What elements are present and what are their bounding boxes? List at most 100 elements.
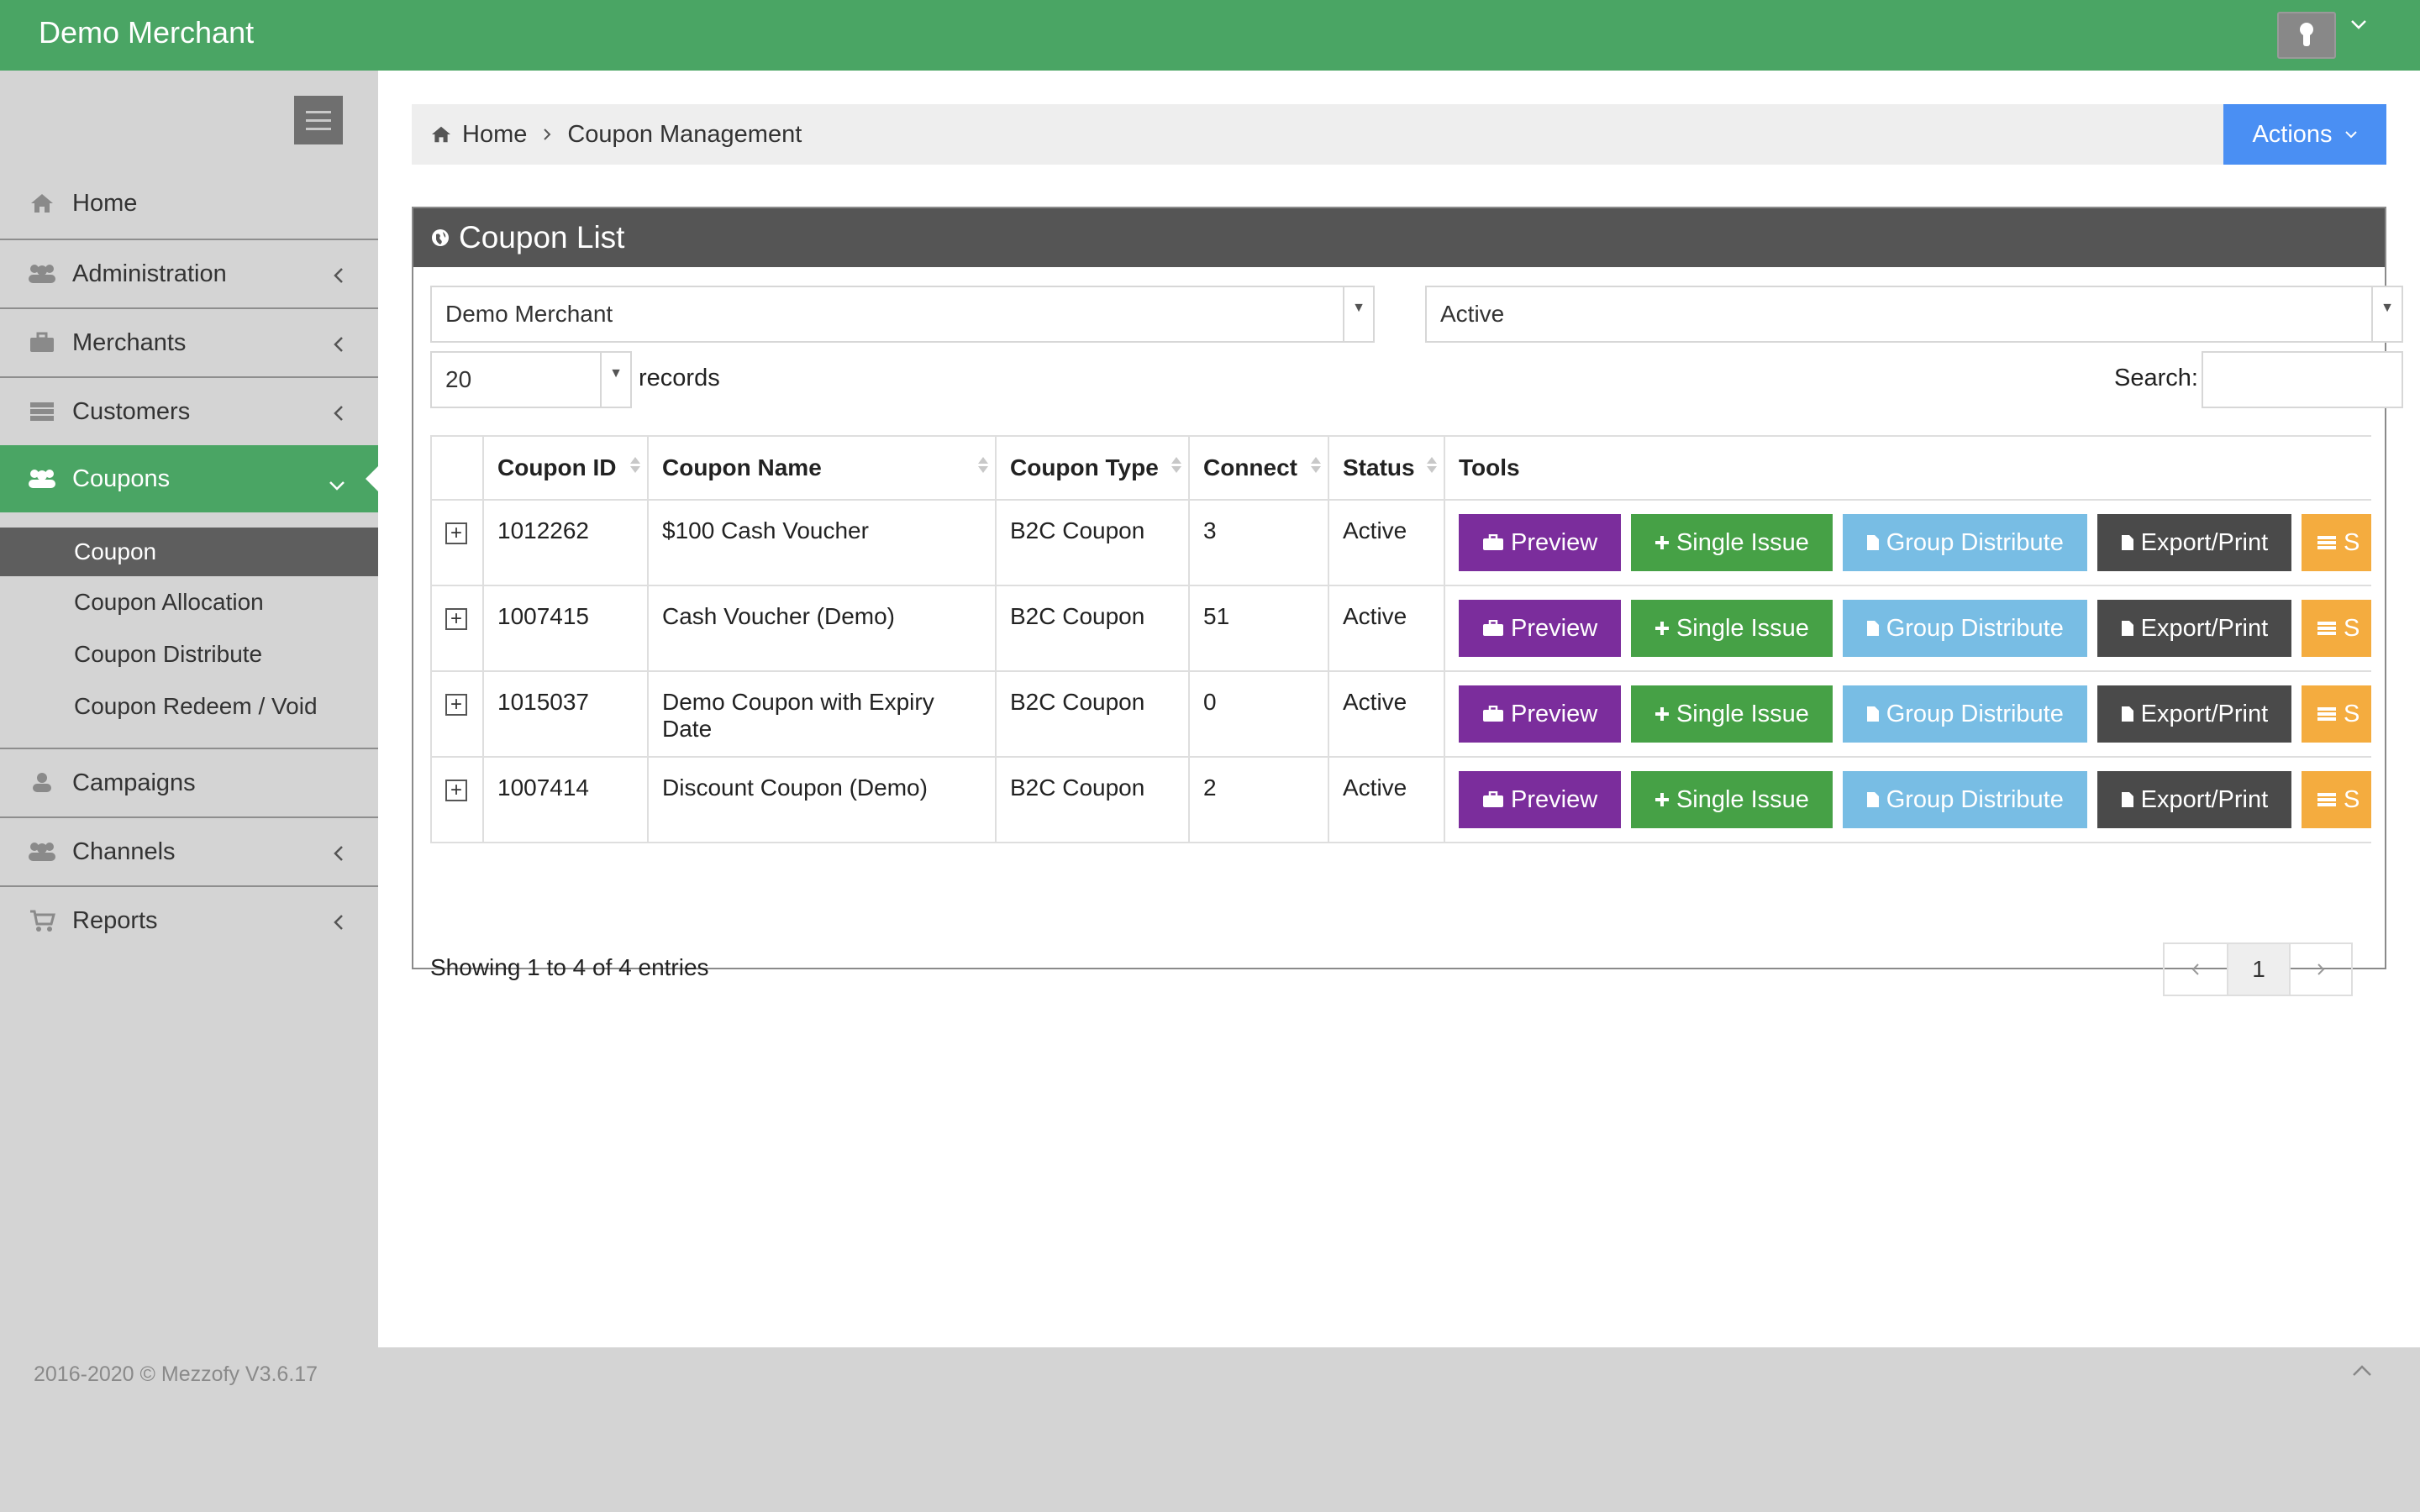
single-issue-button[interactable]: Single Issue: [1630, 771, 1833, 828]
export-print-button[interactable]: Export/Print: [2096, 771, 2292, 828]
merchant-select[interactable]: Demo Merchant ▼: [430, 286, 1375, 343]
sidebar-item-channels[interactable]: Channels: [0, 818, 378, 885]
export-print-button[interactable]: Export/Print: [2096, 600, 2292, 657]
chevron-left-icon: [333, 911, 345, 938]
plus-icon: [1655, 621, 1670, 636]
user-avatar-icon[interactable]: [2277, 12, 2336, 59]
globe-icon: [430, 228, 450, 248]
page-length-select[interactable]: 20 ▼: [430, 351, 632, 408]
sidebar-item-merchants[interactable]: Merchants: [0, 309, 378, 376]
briefcase-icon: [1482, 534, 1504, 551]
cell-coupon-type: B2C Coupon: [995, 585, 1190, 672]
divider: [0, 748, 378, 749]
cell-coupon-name: Cash Voucher (Demo): [647, 585, 997, 672]
sidebar-item-label: Coupons: [72, 465, 171, 492]
sidebar-item-label: Home: [72, 189, 138, 217]
pagination-page-button[interactable]: 1: [2227, 944, 2289, 995]
export-print-button[interactable]: Export/Print: [2096, 514, 2292, 571]
sidebar-subitem-coupon-distribute[interactable]: Coupon Distribute: [74, 641, 263, 667]
records-label: records: [639, 365, 720, 391]
home-icon: [27, 192, 57, 214]
sidebar-item-campaigns[interactable]: Campaigns: [0, 749, 378, 816]
more-tools-button[interactable]: S: [2301, 685, 2371, 743]
plus-icon: [1655, 535, 1670, 550]
file-icon: [1866, 791, 1880, 808]
column-header-status[interactable]: Status: [1328, 435, 1445, 501]
status-select-value: Active: [1440, 301, 1505, 327]
sidebar-subitem-coupon[interactable]: Coupon: [0, 528, 378, 576]
group-distribute-button[interactable]: Group Distribute: [1842, 685, 2087, 743]
users-icon: [27, 468, 57, 490]
sidebar-toggle-button[interactable]: [294, 96, 343, 144]
preview-button[interactable]: Preview: [1459, 600, 1622, 657]
single-issue-button[interactable]: Single Issue: [1630, 685, 1833, 743]
status-select[interactable]: Active ▼: [1425, 286, 2403, 343]
table-row: + 1007414 Discount Coupon (Demo) B2C Cou…: [430, 756, 2371, 843]
cell-connect: 51: [1188, 585, 1329, 672]
expand-row-icon[interactable]: +: [445, 608, 467, 630]
single-issue-button[interactable]: Single Issue: [1630, 600, 1833, 657]
cell-connect: 0: [1188, 670, 1329, 758]
more-tools-button[interactable]: S: [2301, 771, 2371, 828]
user-menu-chevron-icon[interactable]: [2349, 18, 2368, 34]
sidebar-item-home[interactable]: Home: [0, 170, 378, 237]
panel-header: Coupon List: [413, 208, 2385, 267]
single-issue-button[interactable]: Single Issue: [1630, 514, 1833, 571]
column-header-coupon-name[interactable]: Coupon Name: [647, 435, 997, 501]
more-tools-button[interactable]: S: [2301, 514, 2371, 571]
actions-button[interactable]: Actions: [2223, 104, 2386, 165]
preview-button[interactable]: Preview: [1459, 771, 1622, 828]
cell-tools: Preview Single Issue Group Distribute Ex…: [1444, 585, 2371, 672]
user-icon: [27, 772, 57, 794]
cell-coupon-id: 1007414: [482, 756, 649, 843]
group-distribute-button[interactable]: Group Distribute: [1842, 771, 2087, 828]
column-header-connect[interactable]: Connect: [1188, 435, 1329, 501]
cell-coupon-name: Discount Coupon (Demo): [647, 756, 997, 843]
top-header: Demo Merchant: [0, 0, 2420, 71]
preview-button[interactable]: Preview: [1459, 685, 1622, 743]
chevron-up-icon[interactable]: [2351, 1364, 2373, 1382]
table-row: + 1007415 Cash Voucher (Demo) B2C Coupon…: [430, 585, 2371, 672]
briefcase-icon: [27, 332, 57, 354]
sidebar-item-coupons[interactable]: Coupons: [0, 445, 379, 512]
more-tools-button[interactable]: S: [2301, 600, 2371, 657]
chevron-right-icon: [2317, 963, 2325, 975]
main-content: Home Coupon Management Actions Coupon Li…: [378, 71, 2420, 1347]
expand-row-icon[interactable]: +: [445, 522, 467, 544]
sidebar-item-reports[interactable]: Reports: [0, 887, 378, 954]
pagination-next-button[interactable]: [2289, 944, 2351, 995]
briefcase-icon: [1482, 791, 1504, 808]
table-info: Showing 1 to 4 of 4 entries: [430, 954, 709, 980]
breadcrumb-home-link[interactable]: Home: [462, 120, 528, 148]
preview-button[interactable]: Preview: [1459, 514, 1622, 571]
sidebar: Home Administration Merchants Customers: [0, 71, 379, 1347]
group-distribute-button[interactable]: Group Distribute: [1842, 600, 2087, 657]
expand-row-icon[interactable]: +: [445, 694, 467, 716]
sidebar-item-label: Reports: [72, 906, 158, 934]
server-icon: [27, 401, 57, 423]
file-icon: [2121, 706, 2134, 722]
expand-row-icon[interactable]: +: [445, 780, 467, 801]
search-input[interactable]: [2202, 351, 2403, 408]
table-row: + 1015037 Demo Coupon with Expiry Date B…: [430, 670, 2371, 758]
export-print-button[interactable]: Export/Print: [2096, 685, 2292, 743]
column-header-coupon-type[interactable]: Coupon Type: [995, 435, 1190, 501]
cell-coupon-type: B2C Coupon: [995, 756, 1190, 843]
pagination-prev-button[interactable]: [2165, 944, 2227, 995]
page-length-value: 20: [445, 366, 472, 392]
column-header-coupon-id[interactable]: Coupon ID: [482, 435, 649, 501]
search-label: Search:: [2114, 365, 2198, 391]
group-distribute-button[interactable]: Group Distribute: [1842, 514, 2087, 571]
sidebar-subitem-coupon-redeem-void[interactable]: Coupon Redeem / Void: [74, 693, 318, 719]
users-icon: [27, 841, 57, 863]
sidebar-item-label: Customers: [72, 397, 191, 425]
sort-icon: [978, 457, 988, 473]
table-header-row: Coupon ID Coupon Name Coupon Type Connec…: [430, 435, 2371, 501]
sidebar-subitem-coupon-allocation[interactable]: Coupon Allocation: [74, 589, 264, 615]
coupon-table-container: Coupon ID Coupon Name Coupon Type Connec…: [430, 435, 2371, 843]
sidebar-item-customers[interactable]: Customers: [0, 378, 378, 445]
cell-coupon-id: 1015037: [482, 670, 649, 758]
sidebar-item-administration[interactable]: Administration: [0, 240, 378, 307]
sidebar-item-label: Administration: [72, 260, 227, 287]
cell-status: Active: [1328, 499, 1445, 586]
